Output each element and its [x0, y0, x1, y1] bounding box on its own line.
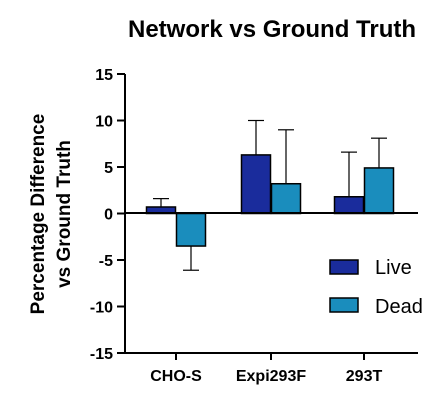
y-axis-label-line1: Percentage Difference	[28, 114, 49, 315]
y-tick-label: 15	[95, 67, 113, 84]
plot-area: 15 10 5 0 -5 -10 -15 CHO-S Expi293F 293T	[90, 67, 395, 385]
legend: Live Dead	[329, 257, 423, 318]
y-tick-label: 10	[95, 114, 113, 131]
y-tick-label: -15	[90, 346, 113, 363]
x-category-label: 293T	[346, 368, 383, 385]
y-tick-label: -5	[99, 253, 113, 270]
y-tick-label: 5	[104, 160, 113, 177]
legend-label-live: Live	[375, 257, 412, 279]
y-tick-label: 0	[104, 207, 113, 224]
bar-dead-expi293f	[270, 182, 302, 215]
legend-label-dead: Dead	[375, 296, 423, 318]
legend-swatch-dead	[329, 297, 359, 313]
legend-swatch-live	[329, 259, 359, 275]
bar-live-293t	[333, 196, 365, 215]
y-axis-label-line2: vs Ground Truth	[54, 140, 75, 288]
x-category-label: Expi293F	[236, 368, 306, 385]
y-tick-label: -10	[90, 300, 113, 317]
x-category-label: CHO-S	[150, 368, 202, 385]
bar-dead-293t	[363, 167, 395, 215]
bar-live-expi293f	[240, 154, 272, 215]
bar-dead-cho-s	[175, 212, 207, 247]
chart-title: Network vs Ground Truth	[128, 16, 416, 43]
